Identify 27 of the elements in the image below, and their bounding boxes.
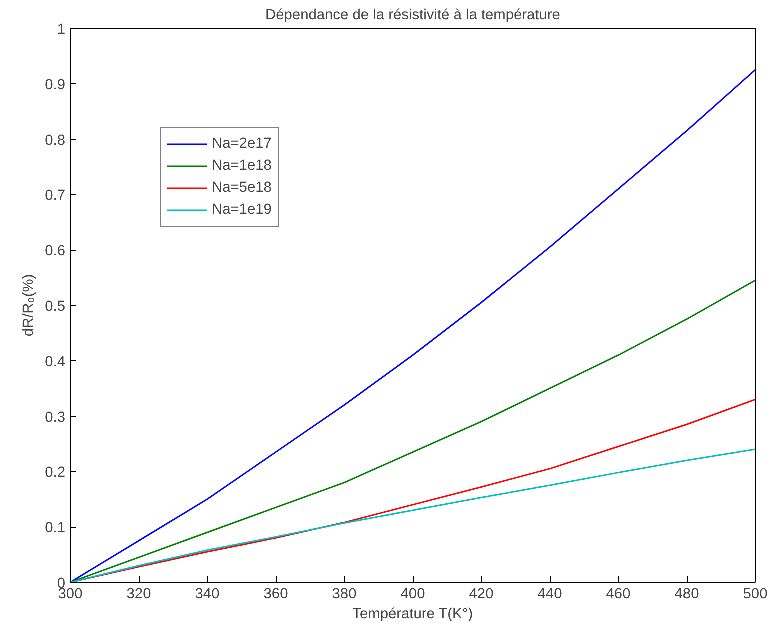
y-axis-title: dR/R₀(%) [21, 274, 38, 337]
y-tick-label: 0.9 [45, 77, 66, 94]
x-tick-label: 480 [674, 586, 700, 602]
x-tick-label: 360 [264, 586, 288, 602]
x-tick-label: 460 [606, 586, 631, 602]
y-tick-label: 0.6 [45, 244, 66, 260]
x-tick-label: 440 [538, 586, 562, 602]
x-tick-label: 380 [332, 586, 357, 602]
x-tick-label: 320 [126, 586, 152, 602]
y-tick-label: 0.5 [45, 299, 66, 315]
chart-title: Dépendance de la résistivité à la température [266, 8, 560, 24]
y-tick-label: 0.2 [45, 465, 66, 482]
y-tick-label: 0.3 [45, 410, 66, 426]
y-tick-label: 1 [57, 22, 66, 38]
legend-label: Na=1e19 [212, 202, 272, 218]
legend-label: Na=5e18 [212, 180, 272, 196]
y-tick-label: 0.8 [45, 132, 66, 149]
x-axis-title: Température T(K°) [352, 606, 474, 622]
x-tick-label: 500 [743, 586, 768, 602]
x-tick-label: 340 [195, 586, 220, 602]
x-tick-label: 420 [469, 586, 494, 602]
y-tick-label: 0.1 [45, 520, 66, 537]
legend-label: Na=2e17 [212, 136, 272, 152]
y-tick-label: 0.4 [45, 354, 66, 370]
legend-label: Na=1e18 [212, 158, 272, 174]
x-tick-label: 400 [400, 586, 426, 602]
y-tick-label: 0.7 [45, 188, 66, 204]
